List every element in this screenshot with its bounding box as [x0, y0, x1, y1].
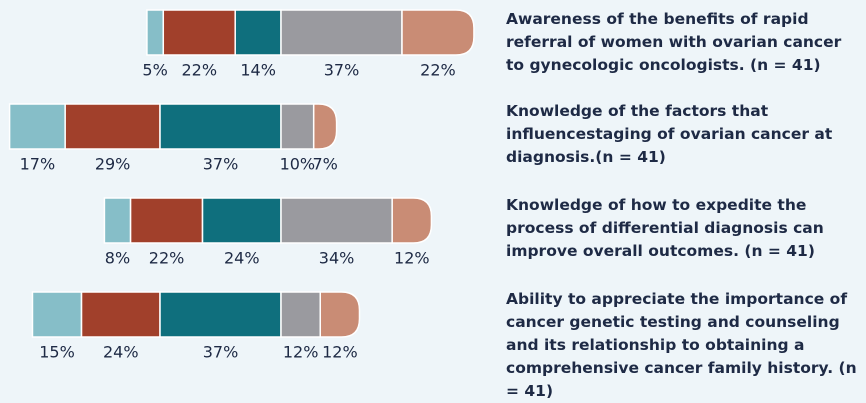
value-label: 22% — [181, 61, 217, 80]
value-label: 34% — [319, 249, 355, 268]
value-label: 5% — [142, 61, 167, 80]
value-label: 12% — [394, 249, 430, 268]
bar-segment — [312, 103, 338, 150]
bar-segment — [162, 9, 236, 56]
value-label: 22% — [420, 61, 456, 80]
value-label: 37% — [203, 155, 239, 174]
category-label: Ability to appreciate the importance of … — [506, 290, 857, 400]
value-label: 24% — [103, 343, 139, 362]
value-label: 12% — [322, 343, 358, 362]
value-label: 12% — [283, 343, 319, 362]
bar-segment — [280, 291, 321, 338]
bar-segment — [391, 197, 433, 244]
value-label: 29% — [95, 155, 131, 174]
bar-segment — [280, 197, 393, 244]
bar-segment — [280, 103, 315, 150]
value-label: 17% — [20, 155, 56, 174]
value-label: 7% — [312, 155, 337, 174]
bar-segment — [234, 9, 282, 56]
bar-segment — [129, 197, 204, 244]
category-label: Knowledge of how to expedite the process… — [506, 196, 824, 260]
value-label: 15% — [39, 343, 75, 362]
category-label: Awareness of the benefits of rapid refer… — [506, 10, 842, 74]
bar-segment — [103, 197, 132, 244]
value-label: 37% — [324, 61, 360, 80]
value-label: 22% — [149, 249, 185, 268]
value-label: 8% — [105, 249, 130, 268]
value-label: 14% — [240, 61, 276, 80]
value-label: 24% — [224, 249, 260, 268]
bar-segment — [64, 103, 161, 150]
bar-segment — [31, 291, 83, 338]
value-label: 10% — [280, 155, 316, 174]
bar-segment — [280, 9, 403, 56]
category-label: Knowledge of the factors that influences… — [506, 102, 833, 166]
bar-segment — [201, 197, 282, 244]
bar-segment — [159, 291, 282, 338]
bar-segment — [319, 291, 361, 338]
bar-segment — [401, 9, 475, 56]
bar-segment — [146, 9, 165, 56]
bar-segment — [80, 291, 161, 338]
bar-segment — [159, 103, 282, 150]
value-label: 37% — [203, 343, 239, 362]
bar-segment — [8, 103, 66, 150]
